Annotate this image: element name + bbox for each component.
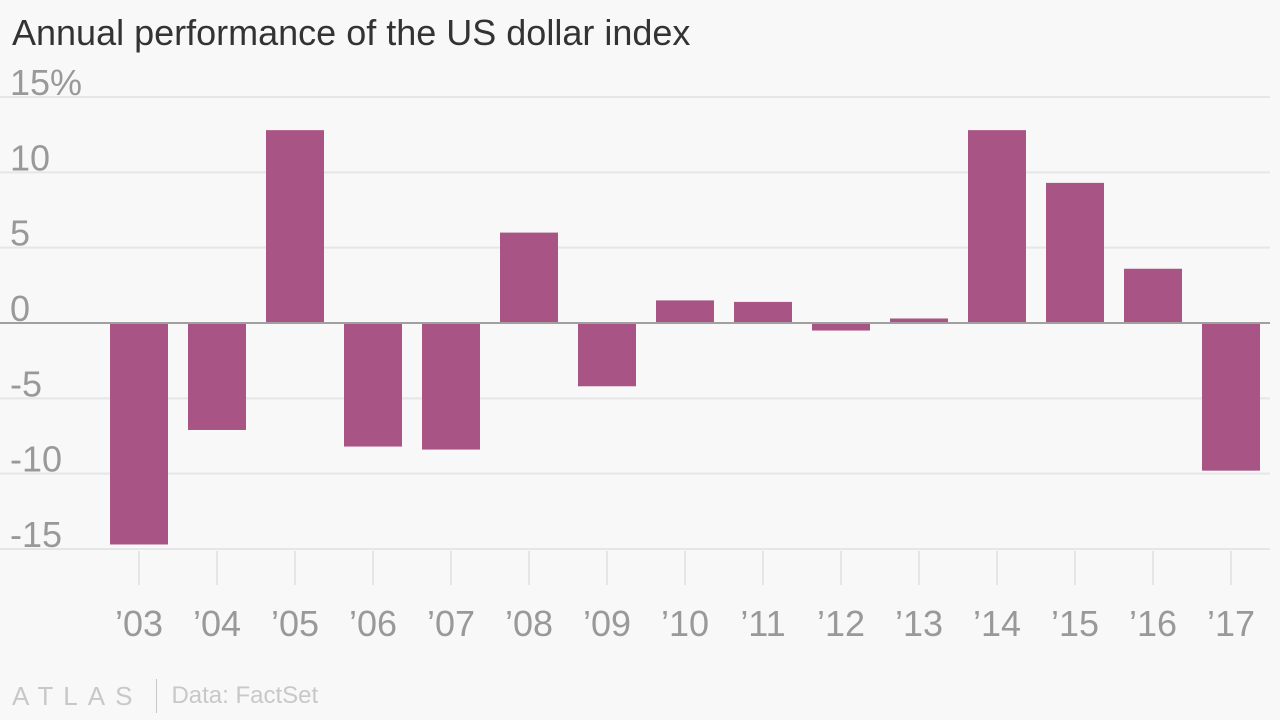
bar	[422, 323, 480, 450]
atlas-logo: ATLAS	[12, 680, 143, 711]
x-tick-label: ’16	[1129, 603, 1177, 644]
bar	[812, 323, 870, 331]
x-tick-label: ’10	[661, 603, 709, 644]
x-tick-label: ’05	[271, 603, 319, 644]
x-tick-label: ’12	[817, 603, 865, 644]
x-tick-label: ’03	[115, 603, 163, 644]
bar	[1124, 268, 1182, 323]
bar	[110, 323, 168, 545]
y-tick-label: 10	[10, 137, 50, 178]
bar	[188, 323, 246, 430]
y-tick-label: -5	[10, 363, 42, 404]
y-tick-label: 0	[10, 288, 30, 329]
x-tick-label: ’07	[427, 603, 475, 644]
bar	[266, 130, 324, 323]
x-tick-label: ’11	[740, 603, 785, 644]
x-axis-ticks: ’03 ’04 ’05 ’06 ’07 ’08 ’09 ’10 ’11 ’12 ’13 ’14 ’15 ’…	[115, 551, 1255, 644]
x-tick-label: ’17	[1207, 603, 1255, 644]
footer-divider	[156, 679, 158, 713]
bar	[968, 130, 1026, 323]
bar	[890, 318, 948, 323]
bar	[500, 232, 558, 323]
bar	[578, 323, 636, 387]
bar	[656, 300, 714, 323]
bar	[1202, 323, 1260, 471]
y-axis-ticks: 15% 10 5 0 -5 -10 -15	[10, 62, 82, 555]
x-tick-label: ’15	[1051, 603, 1099, 644]
x-tick-label: ’09	[583, 603, 631, 644]
x-tick-label: ’13	[895, 603, 943, 644]
y-tick-label: 15%	[10, 62, 82, 103]
bars	[110, 130, 1260, 545]
bar	[734, 301, 792, 323]
y-tick-label: -15	[10, 514, 62, 555]
chart-title: Annual performance of the US dollar inde…	[12, 12, 691, 53]
x-tick-label: ’14	[973, 603, 1021, 644]
y-tick-label: -10	[10, 439, 62, 480]
x-tick-label: ’04	[193, 603, 241, 644]
x-tick-label: ’06	[349, 603, 397, 644]
bar	[344, 323, 402, 447]
bar	[1046, 182, 1104, 323]
footer: ATLAS Data: FactSet	[12, 678, 318, 714]
y-tick-label: 5	[10, 213, 30, 254]
data-source: Data: FactSet	[171, 682, 319, 709]
x-tick-label: ’08	[505, 603, 553, 644]
